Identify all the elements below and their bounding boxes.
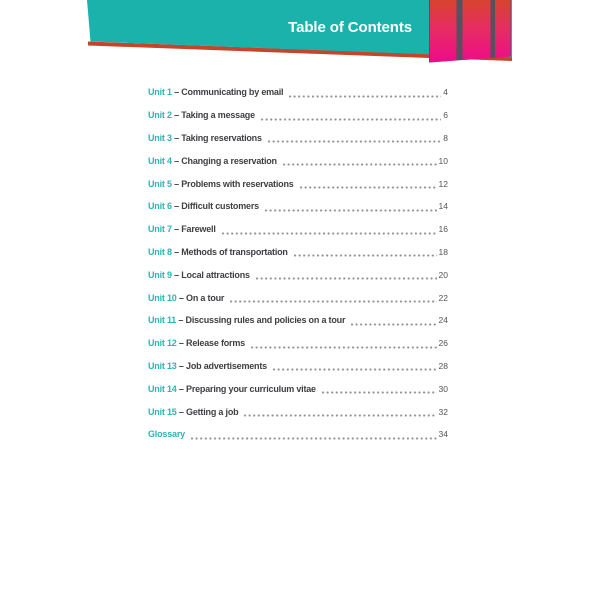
toc-entry-label: Unit 8 <box>148 246 172 257</box>
toc-entry-label: Unit 13 <box>148 360 177 371</box>
toc-entry-label: Unit 4 <box>148 155 172 166</box>
toc-entry-label: Unit 11 <box>148 315 177 326</box>
toc-dotted-leader <box>190 436 437 440</box>
toc-entry-title: – Communicating by email <box>171 87 284 98</box>
toc-dotted-leader <box>321 391 437 395</box>
toc-entry-title: – Farewell <box>171 224 216 235</box>
toc-dotted-leader <box>250 345 437 349</box>
ribbon-1 <box>430 0 457 63</box>
toc-dotted-leader <box>282 163 437 167</box>
toc-dotted-leader <box>351 322 437 326</box>
toc-entry-page: 18 <box>438 246 448 257</box>
toc-dotted-leader <box>267 140 442 144</box>
toc-entry-label: Unit 2 <box>148 110 172 121</box>
toc-entry-title: – Preparing your curriculum vitae <box>176 383 316 394</box>
toc-entry-page: 10 <box>438 155 448 166</box>
toc-entry-title: – Job advertisements <box>176 360 267 371</box>
toc-dotted-leader <box>221 231 437 235</box>
toc-list: Unit 1 – Communicating by email 4 Unit 2… <box>148 81 448 446</box>
toc-entry-title: – Difficult customers <box>171 201 259 212</box>
toc-entry-page: 34 <box>438 429 448 440</box>
toc-entry: Unit 3 – Taking reservations 8 <box>148 127 448 150</box>
toc-entry-page: 30 <box>438 383 448 394</box>
toc-entry: Unit 10 – On a tour 22 <box>148 286 448 309</box>
toc-entry-page: 28 <box>438 360 448 371</box>
toc-dotted-leader <box>299 186 437 190</box>
toc-entry-label: Unit 12 <box>148 338 177 349</box>
toc-entry-page: 22 <box>438 292 448 303</box>
toc-entry: Glossary 34 <box>148 423 448 446</box>
toc-entry-page: 12 <box>438 178 448 189</box>
toc-entry: Unit 14 – Preparing your curriculum vita… <box>148 377 448 400</box>
toc-dotted-leader <box>260 117 442 121</box>
toc-entry-page: 24 <box>438 315 448 326</box>
toc-entry: Unit 12 – Release forms 26 <box>148 332 448 355</box>
ribbon-3 <box>495 0 511 63</box>
toc-dotted-leader <box>264 208 437 212</box>
toc-entry: Unit 5 – Problems with reservations 12 <box>148 172 448 195</box>
toc-entry-title: – On a tour <box>176 292 225 303</box>
toc-entry-title: – Getting a job <box>176 406 239 417</box>
toc-entry: Unit 15 – Getting a job 32 <box>148 400 448 423</box>
toc-entry-page: 14 <box>438 201 448 212</box>
toc-entry-title: – Taking reservations <box>171 132 262 143</box>
toc-entry-title: – Methods of transportation <box>171 246 288 257</box>
toc-entry-title: – Discussing rules and policies on a tou… <box>176 315 346 326</box>
toc-entry: Unit 8 – Methods of transportation 18 <box>148 241 448 264</box>
toc-dotted-leader <box>289 94 442 98</box>
toc-dotted-leader <box>230 300 437 304</box>
toc-entry: Unit 1 – Communicating by email 4 <box>148 81 448 104</box>
teal-banner <box>87 0 512 58</box>
toc-entry-label: Unit 6 <box>148 201 172 212</box>
toc-entry-page: 8 <box>443 132 448 143</box>
toc-dotted-leader <box>293 254 437 258</box>
toc-dotted-leader <box>244 414 437 418</box>
toc-entry-label: Unit 14 <box>148 383 177 394</box>
toc-entry-title: – Release forms <box>176 338 245 349</box>
toc-dotted-leader <box>255 277 437 281</box>
toc-entry-title: – Problems with reservations <box>171 178 294 189</box>
toc-entry-title: – Changing a reservation <box>171 155 277 166</box>
toc-entry-label: Unit 3 <box>148 132 172 143</box>
toc-entry: Unit 7 – Farewell 16 <box>148 218 448 241</box>
ribbon-2 <box>462 0 491 63</box>
toc-entry: Unit 11 – Discussing rules and policies … <box>148 309 448 332</box>
header-artwork <box>87 0 512 63</box>
toc-entry-page: 32 <box>438 406 448 417</box>
toc-entry-label: Unit 5 <box>148 178 172 189</box>
toc-entry-label: Unit 15 <box>148 406 177 417</box>
toc-entry: Unit 2 – Taking a message 6 <box>148 104 448 127</box>
toc-entry: Unit 9 – Local attractions 20 <box>148 263 448 286</box>
toc-entry-page: 26 <box>438 338 448 349</box>
toc-entry: Unit 6 – Difficult customers 14 <box>148 195 448 218</box>
toc-entry-title: – Taking a message <box>171 110 255 121</box>
toc-dotted-leader <box>272 368 437 372</box>
toc-entry-label: Unit 10 <box>148 292 177 303</box>
toc-entry-page: 6 <box>443 110 448 121</box>
toc-entry-page: 16 <box>438 224 448 235</box>
toc-entry-label: Unit 1 <box>148 87 172 98</box>
toc-entry-label: Unit 7 <box>148 224 172 235</box>
toc-entry: Unit 13 – Job advertisements 28 <box>148 355 448 378</box>
toc-entry-page: 20 <box>438 269 448 280</box>
toc-entry: Unit 4 – Changing a reservation 10 <box>148 149 448 172</box>
bookmark-ribbons <box>429 0 511 63</box>
page-title: Table of Contents <box>288 19 412 36</box>
toc-entry-label: Unit 9 <box>148 269 172 280</box>
toc-entry-page: 4 <box>443 87 448 98</box>
toc-entry-title: – Local attractions <box>171 269 250 280</box>
red-accent-edge <box>88 41 512 61</box>
toc-entry-label: Glossary <box>148 429 185 440</box>
